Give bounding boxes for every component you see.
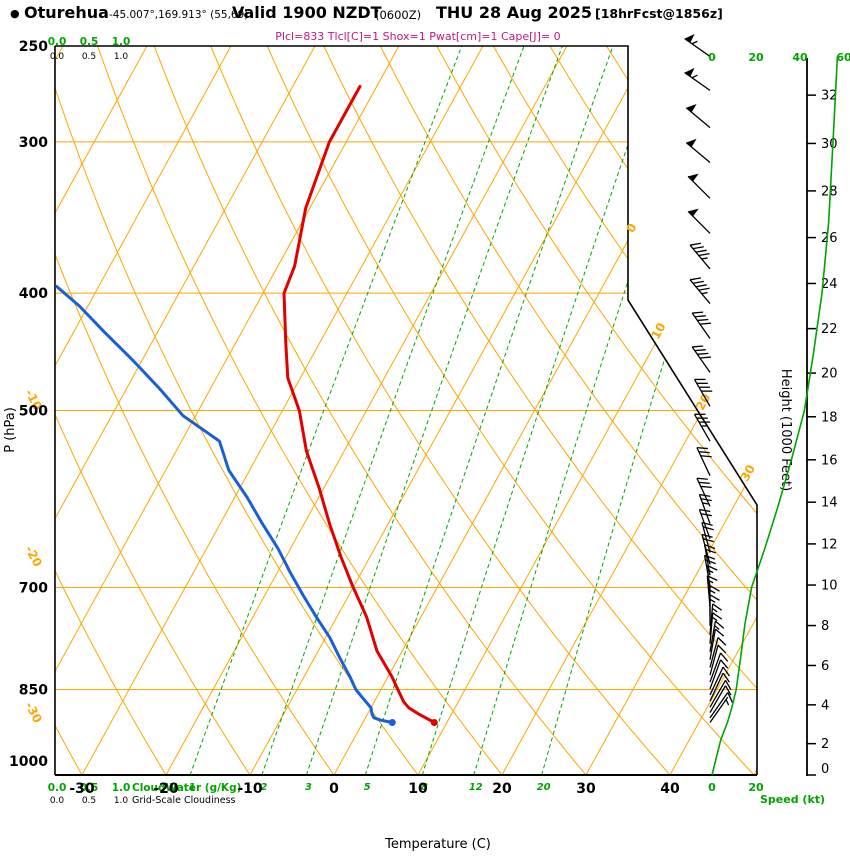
svg-text:8: 8 [421, 782, 428, 793]
svg-text:0.5: 0.5 [80, 36, 99, 48]
svg-text:1.0: 1.0 [112, 782, 131, 794]
svg-text:1000: 1000 [9, 754, 48, 770]
svg-text:0: 0 [329, 781, 339, 797]
svg-text:14: 14 [821, 496, 838, 511]
pressure-axis-labels: 250 300 400 500 700 850 1000 P (hPa) [3, 39, 48, 770]
svg-text:-30: -30 [22, 700, 45, 726]
station-name: Oturehua [24, 3, 109, 22]
svg-text:Height (1000 Feet): Height (1000 Feet) [778, 369, 793, 491]
svg-text:26: 26 [821, 231, 838, 246]
svg-text:300: 300 [19, 135, 48, 151]
svg-text:0: 0 [708, 51, 716, 64]
svg-text:12: 12 [821, 537, 838, 552]
svg-text:3: 3 [305, 782, 312, 793]
svg-text:1: 1 [189, 782, 196, 793]
svg-text:60: 60 [836, 51, 850, 64]
adiabat-labels: -10-20-30 [22, 387, 45, 725]
svg-text:2: 2 [260, 782, 267, 793]
svg-text:0: 0 [821, 762, 829, 777]
svg-text:10: 10 [821, 579, 838, 594]
dewpoint-curve [55, 285, 396, 727]
valid-time-utc: (0600Z) [375, 8, 422, 22]
svg-text:250: 250 [19, 39, 48, 55]
svg-text:20: 20 [537, 782, 551, 793]
svg-text:20: 20 [748, 51, 764, 64]
svg-text:Temperature (C): Temperature (C) [384, 837, 491, 852]
svg-text:2: 2 [821, 737, 829, 752]
svg-text:-20: -20 [22, 543, 45, 569]
wind-barbs [684, 33, 734, 723]
cloud-scales: 0.00.00.00.00.50.50.50.51.01.01.01.0Clou… [48, 36, 242, 806]
station-bullet-icon: ● [10, 7, 20, 20]
svg-text:Speed (kt): Speed (kt) [760, 793, 825, 806]
svg-text:8: 8 [821, 619, 829, 634]
svg-text:400: 400 [19, 286, 48, 302]
svg-text:0.0: 0.0 [50, 52, 65, 62]
mixing-ratio-labels: 1 2 3 5 8 12 20 [189, 782, 551, 793]
skewt-grid [55, 46, 757, 775]
svg-text:Grid-Scale Cloudiness: Grid-Scale Cloudiness [132, 795, 236, 806]
svg-text:24: 24 [821, 277, 838, 292]
svg-text:20: 20 [492, 781, 512, 797]
svg-text:0.5: 0.5 [80, 782, 99, 794]
temperature-axis-labels: -30 -20 -10 0 10 20 30 40 Temperature (C) [69, 781, 680, 852]
svg-text:40: 40 [792, 51, 808, 64]
station-coordinates: -45.007°,169.913° (55,69) [109, 9, 249, 21]
svg-text:0: 0 [708, 781, 716, 794]
mixing-ratio-lines [189, 46, 757, 775]
svg-text:0.0: 0.0 [48, 36, 67, 48]
wind-speed-profile [711, 56, 839, 776]
temperature-curve [282, 85, 438, 727]
svg-text:700: 700 [19, 580, 48, 596]
svg-text:0.0: 0.0 [48, 782, 67, 794]
svg-text:30: 30 [576, 781, 596, 797]
svg-text:1.0: 1.0 [114, 796, 129, 806]
svg-text:12: 12 [469, 782, 483, 793]
svg-text:1.0: 1.0 [114, 52, 129, 62]
sounding-indices: Plcl=833 Tlcl[C]=1 Shox=1 Pwat[cm]=1 Cap… [275, 30, 561, 43]
svg-text:20: 20 [821, 367, 838, 382]
svg-text:16: 16 [821, 453, 838, 468]
svg-text:5: 5 [364, 782, 371, 793]
svg-text:-20: -20 [153, 781, 179, 797]
svg-text:4: 4 [821, 698, 829, 713]
svg-text:0: 0 [623, 221, 639, 235]
svg-text:-10: -10 [237, 781, 263, 797]
svg-text:0.5: 0.5 [82, 796, 96, 806]
plot-border [54, 45, 758, 776]
svg-text:0.5: 0.5 [82, 52, 96, 62]
valid-date: THU 28 Aug 2025 [436, 3, 593, 22]
svg-text:10: 10 [408, 781, 428, 797]
svg-text:850: 850 [19, 683, 48, 699]
svg-text:28: 28 [821, 184, 838, 199]
valid-time-label: Valid 1900 NZDT [232, 3, 382, 22]
svg-text:20: 20 [748, 781, 764, 794]
svg-text:CloudWater (g/Kg): CloudWater (g/Kg) [132, 782, 241, 794]
svg-text:500: 500 [19, 404, 48, 420]
forecast-hour-tag: [18hrFcst@1856z] [595, 6, 723, 21]
svg-text:-30: -30 [69, 781, 95, 797]
svg-text:1.0: 1.0 [112, 36, 131, 48]
svg-text:0.0: 0.0 [50, 796, 65, 806]
svg-text:18: 18 [821, 410, 838, 425]
svg-text:22: 22 [821, 322, 838, 337]
svg-text:P (hPa): P (hPa) [3, 407, 18, 453]
svg-text:32: 32 [821, 89, 838, 104]
svg-text:6: 6 [821, 659, 829, 674]
svg-text:40: 40 [660, 781, 680, 797]
svg-text:30: 30 [821, 137, 838, 152]
